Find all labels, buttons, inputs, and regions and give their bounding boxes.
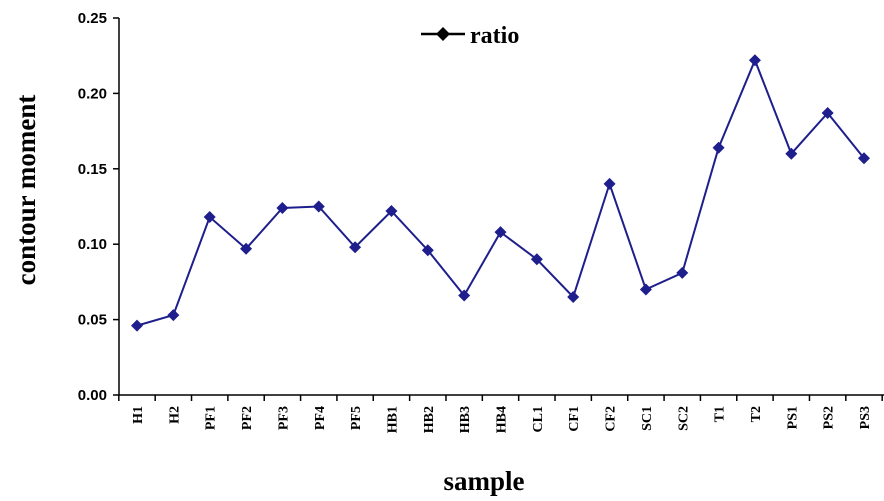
x-tick-label: T1 (713, 406, 728, 422)
data-point-marker (639, 283, 652, 296)
data-point-marker (567, 290, 580, 303)
y-tick-label: 0.15 (78, 161, 107, 178)
x-tick-label: HB3 (458, 406, 473, 433)
x-tick-label: PS3 (858, 406, 873, 429)
x-tick-label: HB2 (422, 406, 437, 433)
data-point-marker (458, 289, 471, 302)
x-tick-label: H2 (167, 406, 182, 424)
data-point-marker (131, 319, 143, 332)
y-tick-label: 0.25 (78, 10, 107, 27)
x-tick-label: PF2 (240, 406, 255, 430)
data-point-marker (349, 241, 362, 254)
legend-label-ratio: ratio (470, 23, 519, 49)
data-point-marker (858, 152, 870, 165)
legend: ratio (421, 23, 519, 49)
x-tick-label: SC2 (676, 406, 691, 431)
data-point-marker (312, 200, 325, 213)
data-point-marker (276, 202, 289, 215)
x-tick-label: HB4 (495, 406, 510, 433)
x-tick-label: SC1 (640, 406, 655, 431)
x-tick-label: CF1 (567, 406, 582, 432)
y-tick-label: 0.05 (78, 312, 107, 329)
data-point-marker (494, 226, 507, 239)
x-tick-label: PF4 (313, 406, 328, 430)
data-point-marker (603, 177, 616, 190)
x-axis-title: sample (444, 466, 525, 496)
x-tick-label: CF2 (604, 406, 619, 432)
x-tick-label: PS2 (822, 406, 837, 429)
data-point-marker (203, 211, 216, 224)
x-tick-label: PF5 (349, 406, 364, 430)
data-point-marker (821, 107, 834, 120)
x-tick-label: PF1 (204, 406, 219, 430)
series-ratio (131, 54, 870, 332)
x-tick-label: CL1 (531, 406, 546, 432)
x-axis: H1 H2 PF1 PF2 PF3 PF4 PF5 HB1 HB2 HB3 HB4 CL1 CF1 CF2… (118, 394, 884, 433)
y-tick-label: 0.20 (78, 85, 107, 102)
data-point-marker (712, 141, 725, 154)
data-point-marker (530, 253, 543, 266)
series-line-ratio (136, 57, 865, 327)
data-point-marker (421, 244, 434, 257)
data-point-marker (785, 147, 798, 160)
legend-marker-ratio (436, 27, 450, 41)
y-axis-title: contour moment (11, 95, 41, 286)
data-point-marker (385, 205, 398, 218)
y-tick-label: 0.10 (78, 236, 107, 253)
x-tick-label: H1 (131, 406, 146, 424)
x-tick-label: T2 (749, 406, 764, 422)
data-point-marker (676, 266, 689, 279)
data-point-marker (240, 242, 253, 255)
y-axis: 0.00 0.05 0.10 0.15 0.20 0.25 (78, 10, 120, 404)
x-tick-label: PF3 (276, 406, 291, 430)
data-point-marker (748, 54, 761, 67)
x-tick-label: HB1 (385, 406, 400, 433)
y-tick-label: 0.00 (78, 387, 107, 404)
data-point-marker (167, 309, 180, 322)
x-tick-label: PS1 (785, 406, 800, 429)
